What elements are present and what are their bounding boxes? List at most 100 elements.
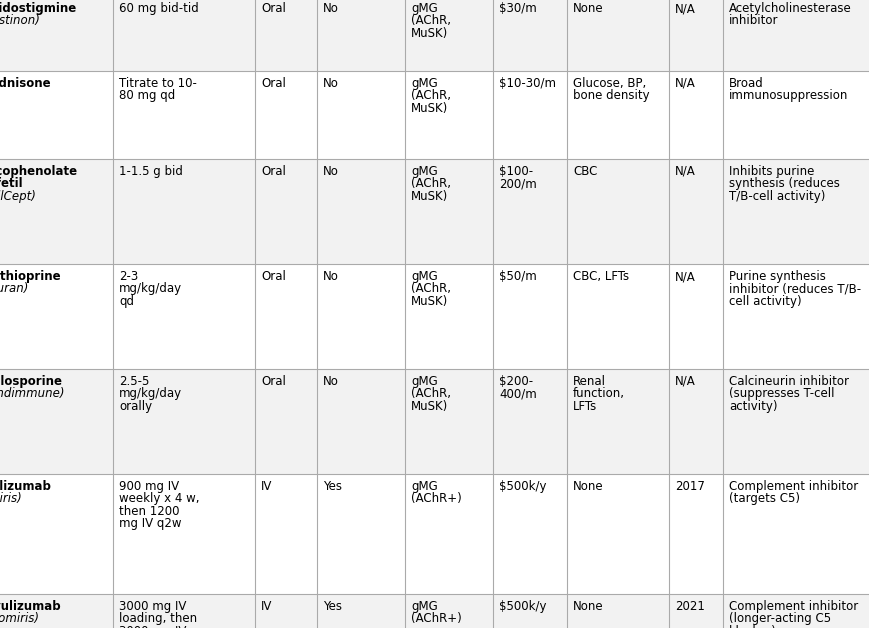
Text: T/B-cell activity): T/B-cell activity) bbox=[729, 190, 826, 203]
Text: Cyclosporine: Cyclosporine bbox=[0, 375, 62, 388]
Bar bbox=[669, 264, 723, 369]
Text: N/A: N/A bbox=[675, 270, 696, 283]
Text: MuSK): MuSK) bbox=[411, 399, 448, 413]
Text: N/A: N/A bbox=[675, 2, 696, 15]
Text: Oral: Oral bbox=[261, 375, 286, 388]
Text: mg/kg/day: mg/kg/day bbox=[119, 387, 182, 400]
Text: Mycophenolate: Mycophenolate bbox=[0, 165, 78, 178]
Bar bbox=[567, 594, 669, 628]
Bar bbox=[317, 264, 405, 369]
Text: 900 mg IV: 900 mg IV bbox=[119, 480, 179, 493]
Bar bbox=[0, 71, 113, 159]
Text: (Ultomiris): (Ultomiris) bbox=[0, 612, 39, 625]
Bar bbox=[255, 159, 317, 264]
Text: Yes: Yes bbox=[323, 600, 342, 613]
Text: MuSK): MuSK) bbox=[411, 295, 448, 308]
Bar bbox=[113, 369, 255, 474]
Bar bbox=[113, 0, 255, 71]
Text: Yes: Yes bbox=[323, 480, 342, 493]
Bar bbox=[113, 159, 255, 264]
Text: function,: function, bbox=[573, 387, 625, 400]
Text: gMG: gMG bbox=[411, 375, 438, 388]
Text: $10-30/m: $10-30/m bbox=[499, 77, 556, 90]
Bar bbox=[255, 474, 317, 594]
Text: (Mestinon): (Mestinon) bbox=[0, 14, 40, 28]
Bar bbox=[405, 369, 493, 474]
Text: (AChR,: (AChR, bbox=[411, 89, 451, 102]
Bar bbox=[493, 474, 567, 594]
Bar bbox=[669, 159, 723, 264]
Text: Broad: Broad bbox=[729, 77, 764, 90]
Text: Renal: Renal bbox=[573, 375, 606, 388]
Bar bbox=[317, 474, 405, 594]
Text: 2021: 2021 bbox=[675, 600, 705, 613]
Text: Azathioprine: Azathioprine bbox=[0, 270, 62, 283]
Text: $200-: $200- bbox=[499, 375, 533, 388]
Bar bbox=[567, 369, 669, 474]
Text: immunosuppression: immunosuppression bbox=[729, 89, 848, 102]
Bar bbox=[255, 264, 317, 369]
Text: gMG: gMG bbox=[411, 600, 438, 613]
Bar bbox=[317, 369, 405, 474]
Bar bbox=[723, 264, 869, 369]
Text: No: No bbox=[323, 165, 339, 178]
Bar bbox=[317, 71, 405, 159]
Text: Prednisone: Prednisone bbox=[0, 77, 51, 90]
Bar bbox=[493, 594, 567, 628]
Text: Acetylcholinesterase: Acetylcholinesterase bbox=[729, 2, 852, 15]
Text: Calcineurin inhibitor: Calcineurin inhibitor bbox=[729, 375, 849, 388]
Text: mg/kg/day: mg/kg/day bbox=[119, 283, 182, 295]
Text: MuSK): MuSK) bbox=[411, 102, 448, 115]
Bar bbox=[317, 0, 405, 71]
Text: 3000 mg IV: 3000 mg IV bbox=[119, 625, 186, 628]
Text: $30/m: $30/m bbox=[499, 2, 537, 15]
Text: (Soliris): (Soliris) bbox=[0, 492, 22, 506]
Bar bbox=[723, 474, 869, 594]
Text: N/A: N/A bbox=[675, 375, 696, 388]
Text: (CellCept): (CellCept) bbox=[0, 190, 36, 203]
Text: Eculizumab: Eculizumab bbox=[0, 480, 52, 493]
Text: (AChR,: (AChR, bbox=[411, 177, 451, 190]
Bar bbox=[567, 474, 669, 594]
Bar bbox=[493, 0, 567, 71]
Text: weekly x 4 w,: weekly x 4 w, bbox=[119, 492, 200, 506]
Text: (AChR,: (AChR, bbox=[411, 14, 451, 28]
Bar bbox=[255, 71, 317, 159]
Bar bbox=[0, 369, 113, 474]
Text: gMG: gMG bbox=[411, 2, 438, 15]
Text: (AChR+): (AChR+) bbox=[411, 612, 461, 625]
Text: 2-3: 2-3 bbox=[119, 270, 138, 283]
Bar bbox=[723, 0, 869, 71]
Text: gMG: gMG bbox=[411, 270, 438, 283]
Bar bbox=[723, 71, 869, 159]
Bar bbox=[493, 159, 567, 264]
Text: No: No bbox=[323, 77, 339, 90]
Bar bbox=[493, 264, 567, 369]
Text: 1-1.5 g bid: 1-1.5 g bid bbox=[119, 165, 182, 178]
Text: Oral: Oral bbox=[261, 77, 286, 90]
Bar bbox=[723, 594, 869, 628]
Text: orally: orally bbox=[119, 399, 152, 413]
Bar bbox=[567, 71, 669, 159]
Bar bbox=[669, 71, 723, 159]
Bar bbox=[0, 264, 113, 369]
Bar bbox=[113, 474, 255, 594]
Bar bbox=[405, 159, 493, 264]
Text: Purine synthesis: Purine synthesis bbox=[729, 270, 826, 283]
Text: IV: IV bbox=[261, 600, 272, 613]
Bar bbox=[255, 0, 317, 71]
Bar bbox=[405, 474, 493, 594]
Text: Mofetil: Mofetil bbox=[0, 177, 23, 190]
Text: 80 mg qd: 80 mg qd bbox=[119, 89, 176, 102]
Text: mg IV q2w: mg IV q2w bbox=[119, 517, 182, 530]
Text: Complement inhibitor: Complement inhibitor bbox=[729, 600, 859, 613]
Text: LFTs: LFTs bbox=[573, 399, 597, 413]
Text: gMG: gMG bbox=[411, 77, 438, 90]
Text: $500k/y: $500k/y bbox=[499, 480, 547, 493]
Text: (AChR+): (AChR+) bbox=[411, 492, 461, 506]
Bar bbox=[0, 0, 113, 71]
Text: 2.5-5: 2.5-5 bbox=[119, 375, 149, 388]
Text: CBC: CBC bbox=[573, 165, 597, 178]
Bar bbox=[0, 594, 113, 628]
Text: None: None bbox=[573, 480, 604, 493]
